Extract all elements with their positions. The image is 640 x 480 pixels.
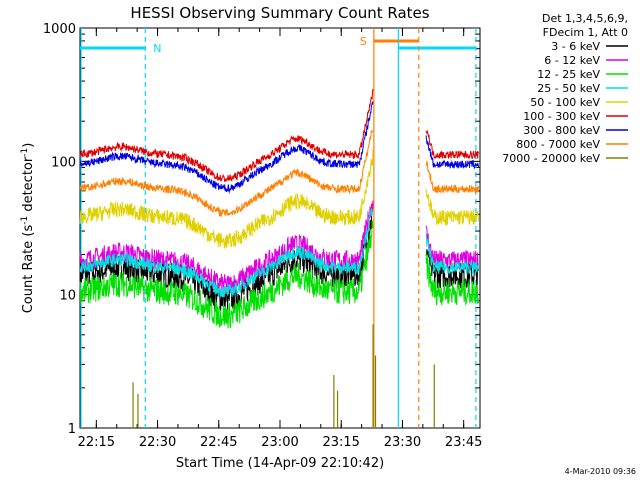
legend-header-line-1: Det 1,3,4,5,6,9, bbox=[542, 12, 628, 25]
y-tick-label: 1 bbox=[68, 422, 76, 437]
series-layer bbox=[79, 88, 479, 428]
series-line bbox=[425, 129, 479, 159]
series-line bbox=[79, 101, 374, 194]
legend-label: 12 - 25 keV bbox=[537, 68, 600, 81]
plot-frame bbox=[79, 27, 481, 429]
y-axis-label: Count Rate (s-1 detector-1) bbox=[20, 143, 36, 314]
x-tick-label: 23:30 bbox=[384, 435, 421, 450]
chart-title: HESSI Observing Summary Count Rates bbox=[130, 4, 429, 22]
legend-label: 50 - 100 keV bbox=[530, 96, 600, 109]
series-line bbox=[425, 252, 479, 307]
legend-label: 7000 - 20000 keV bbox=[502, 152, 600, 165]
x-tick-label: 23:15 bbox=[322, 435, 359, 450]
legend-header-line-2: FDecim 1, Att 0 bbox=[543, 26, 628, 39]
series-line bbox=[425, 135, 479, 170]
x-tick-label: 23:45 bbox=[445, 435, 482, 450]
marker-label-N: N bbox=[153, 42, 161, 55]
legend-label: 25 - 50 keV bbox=[537, 82, 600, 95]
series-line bbox=[79, 200, 374, 295]
series-line bbox=[79, 208, 374, 298]
series-line bbox=[79, 220, 374, 329]
x-tick-label: 22:30 bbox=[139, 435, 176, 450]
legend-label: 100 - 300 keV bbox=[523, 110, 600, 123]
legend-label: 6 - 12 keV bbox=[544, 54, 600, 67]
x-tick-label: 22:15 bbox=[78, 435, 115, 450]
series-line bbox=[425, 234, 479, 275]
x-axis-label: Start Time (14-Apr-09 22:10:42) bbox=[176, 456, 384, 471]
series-line bbox=[79, 149, 374, 250]
x-tick-label: 23:00 bbox=[261, 435, 298, 450]
timestamp-stamp: 4-Mar-2010 09:36 bbox=[565, 467, 636, 476]
y-tick-label: 100 bbox=[51, 155, 76, 170]
series-line bbox=[79, 129, 374, 217]
marker-label-S: S bbox=[360, 35, 367, 48]
x-tick-label: 22:45 bbox=[200, 435, 237, 450]
observing-markers: NS bbox=[80, 28, 477, 428]
legend: Det 1,3,4,5,6,9, FDecim 1, Att 0 3 - 6 k… bbox=[502, 12, 628, 165]
legend-label: 800 - 7000 keV bbox=[516, 138, 600, 151]
y-tick-label: 1000 bbox=[43, 22, 76, 37]
series-line bbox=[425, 189, 479, 226]
series-line bbox=[79, 88, 374, 183]
legend-label: 300 - 800 keV bbox=[523, 124, 600, 137]
series-line bbox=[425, 160, 479, 194]
axis-ticks: 22:15 22:30 22:45 23:00 23:15 23:30 23:45 1 10 10… bbox=[43, 22, 482, 450]
legend-label: 3 - 6 keV bbox=[551, 40, 600, 53]
y-tick-label: 10 bbox=[59, 289, 76, 304]
